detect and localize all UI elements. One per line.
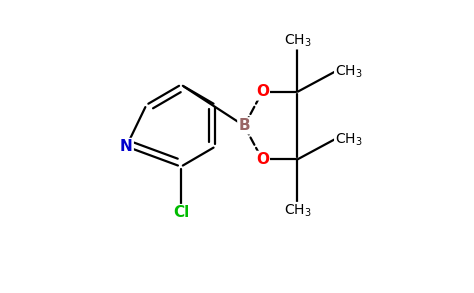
- Text: Cl: Cl: [173, 205, 189, 220]
- Text: CH$_3$: CH$_3$: [283, 32, 311, 49]
- Text: CH$_3$: CH$_3$: [335, 64, 362, 80]
- Text: B: B: [238, 118, 250, 133]
- Text: N: N: [120, 139, 133, 154]
- Text: O: O: [256, 84, 269, 99]
- Text: CH$_3$: CH$_3$: [283, 202, 311, 219]
- Text: CH$_3$: CH$_3$: [335, 131, 362, 147]
- Text: O: O: [256, 152, 269, 167]
